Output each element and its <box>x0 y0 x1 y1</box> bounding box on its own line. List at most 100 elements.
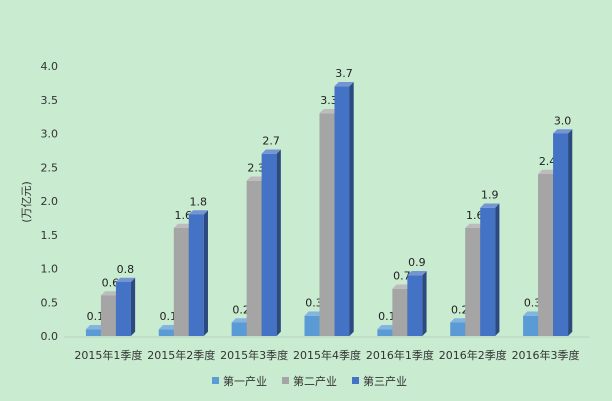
y-tick-label: 4.0 <box>41 60 59 73</box>
data-label: 0.2 <box>232 303 250 316</box>
legend-item: 第二产业 <box>282 374 337 388</box>
y-tick-label: 2.5 <box>41 161 59 174</box>
x-tick-label: 2015年3季度 <box>220 348 288 362</box>
x-axis: 2015年1季度 2015年2季度 2015年3季度 2015年4季度 2016年1季度… <box>64 336 590 362</box>
legend-label: 第三产业 <box>363 374 407 388</box>
y-tick-label: 2.0 <box>41 195 59 208</box>
y-tick-label: 1.5 <box>41 229 59 242</box>
x-tick-label: 2015年2季度 <box>147 348 215 362</box>
bar-front <box>261 153 277 336</box>
data-label: 0.2 <box>451 303 469 316</box>
legend-swatch <box>352 377 359 384</box>
bars: 0.10.60.80.11.61.80.22.32.70.33.33.70.10… <box>85 67 573 336</box>
bar-top <box>465 223 485 228</box>
bar-side <box>276 149 281 336</box>
bar <box>261 149 281 336</box>
y-tick-label: 0.0 <box>41 330 59 343</box>
bar-front <box>465 228 481 336</box>
bar-front <box>450 322 466 336</box>
bar-side <box>568 129 573 336</box>
bar-front <box>334 86 350 336</box>
y-tick-label: 1.0 <box>41 263 59 276</box>
bar-front <box>523 315 539 336</box>
data-label: 0.7 <box>393 270 411 283</box>
bar-top <box>261 149 281 154</box>
data-label: 0.6 <box>102 276 120 289</box>
data-label: 2.7 <box>262 135 280 148</box>
bar-top <box>538 169 558 174</box>
x-tick-label: 2016年1季度 <box>366 348 434 362</box>
legend-item: 第三产业 <box>352 374 407 388</box>
legend-swatch <box>282 377 289 384</box>
data-label: 0.8 <box>117 263 135 276</box>
x-tick-label: 2015年1季度 <box>74 348 142 362</box>
bar-top <box>158 325 178 330</box>
y-axis-label: (万亿元) <box>20 181 33 223</box>
legend-label: 第一产业 <box>223 374 267 388</box>
bar-top <box>480 203 500 208</box>
bar-front <box>392 288 408 336</box>
legend-item: 第一产业 <box>212 374 267 388</box>
bar-front <box>158 329 174 336</box>
data-label: 3.7 <box>335 67 353 80</box>
y-tick-label: 0.5 <box>41 296 59 309</box>
bar <box>407 271 427 336</box>
data-label: 0.1 <box>87 310 105 323</box>
bar-top <box>553 129 573 134</box>
bar-front <box>407 275 423 336</box>
bar <box>188 210 208 336</box>
bar-top <box>246 176 266 181</box>
data-label: 1.6 <box>466 209 484 222</box>
bar-front <box>246 180 262 336</box>
bar-top <box>188 210 208 215</box>
x-tick-label: 2015年4季度 <box>293 348 361 362</box>
bar-side <box>422 271 427 336</box>
data-label: 1.9 <box>481 189 499 202</box>
legend-label: 第二产业 <box>293 374 337 388</box>
bar-front <box>173 228 189 336</box>
bar-front <box>304 315 320 336</box>
bar-top <box>100 291 121 296</box>
x-tick-label: 2016年3季度 <box>512 348 580 362</box>
bar <box>480 203 500 336</box>
bar-front <box>538 174 554 336</box>
bar-side <box>130 277 136 336</box>
bar-side <box>495 203 500 336</box>
bar <box>553 129 573 336</box>
data-label: 1.8 <box>190 195 208 208</box>
bar <box>334 82 354 336</box>
bar-top <box>173 223 193 228</box>
bar-top <box>231 318 251 323</box>
data-label: 2.3 <box>247 162 265 175</box>
data-label: 0.1 <box>160 310 178 323</box>
bar-front <box>188 214 204 336</box>
bar-top <box>450 318 470 323</box>
bar-front <box>553 133 569 336</box>
bar-top <box>334 82 354 87</box>
bar-top <box>319 109 339 114</box>
bar-side <box>349 82 354 336</box>
bar-front <box>480 207 496 336</box>
data-label: 0.1 <box>378 310 396 323</box>
bar-top <box>377 325 397 330</box>
x-tick-label: 2016年2季度 <box>439 348 507 362</box>
data-label: 2.4 <box>539 155 557 168</box>
data-label: 3.3 <box>320 94 338 107</box>
data-label: 1.6 <box>175 209 193 222</box>
bar-front <box>85 329 101 336</box>
bar-front <box>100 295 116 336</box>
bar-front <box>231 322 247 336</box>
bar-front <box>377 329 393 336</box>
data-label: 0.3 <box>524 297 542 310</box>
bar-top <box>392 284 412 289</box>
bar-front <box>319 113 335 336</box>
bar-top <box>115 277 136 282</box>
bar-side <box>203 210 208 336</box>
legend: 第一产业 第二产业 第三产业 <box>212 374 407 388</box>
legend-swatch <box>212 377 219 384</box>
bar-top <box>407 271 427 276</box>
y-tick-label: 3.5 <box>41 94 59 107</box>
bar-front <box>115 282 131 336</box>
bar-top <box>523 311 543 316</box>
